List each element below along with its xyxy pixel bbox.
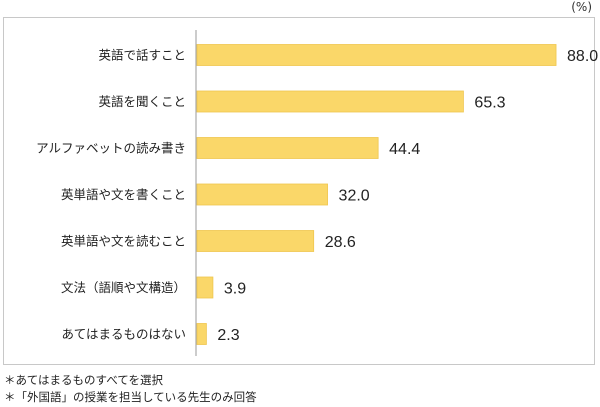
bar-6 [196,323,207,345]
bar-3 [196,183,328,206]
category-label-2: アルファベットの読み書き [36,141,186,156]
category-label-3: 英単語や文を書くこと [61,187,186,202]
value-label-1: 65.3 [474,95,505,112]
value-label-6: 2.3 [217,327,239,344]
category-label-6: あてはまるものはない [61,327,186,342]
bar-0 [196,44,557,66]
category-label-0: 英語で話すこと [98,48,186,63]
unit-label: (%) [571,0,592,14]
value-label-3: 32.0 [339,188,370,205]
value-label-5: 3.9 [224,281,246,298]
bar-4 [196,230,315,252]
bar-1 [196,90,464,113]
footnote-select-all: ＊あてはまるものすべてを選択 [4,373,164,387]
value-label-2: 44.4 [389,141,420,158]
value-label-4: 28.6 [325,234,356,251]
bar-chart: 英語で話すこと 88.0 英語を聞くこと 65.3 アルファベットの読み書き 44.4 英単… [36,30,598,356]
category-label-1: 英語を聞くこと [98,94,186,109]
category-label-5: 文法（語順や文構造） [61,280,186,295]
value-label-0: 88.0 [567,48,598,65]
category-label-4: 英単語や文を読むこと [61,234,186,249]
footnote-respondents: ＊「外国語」の授業を担当している先生のみ回答 [4,390,257,404]
bar-5 [196,276,214,299]
bar-2 [196,137,379,159]
